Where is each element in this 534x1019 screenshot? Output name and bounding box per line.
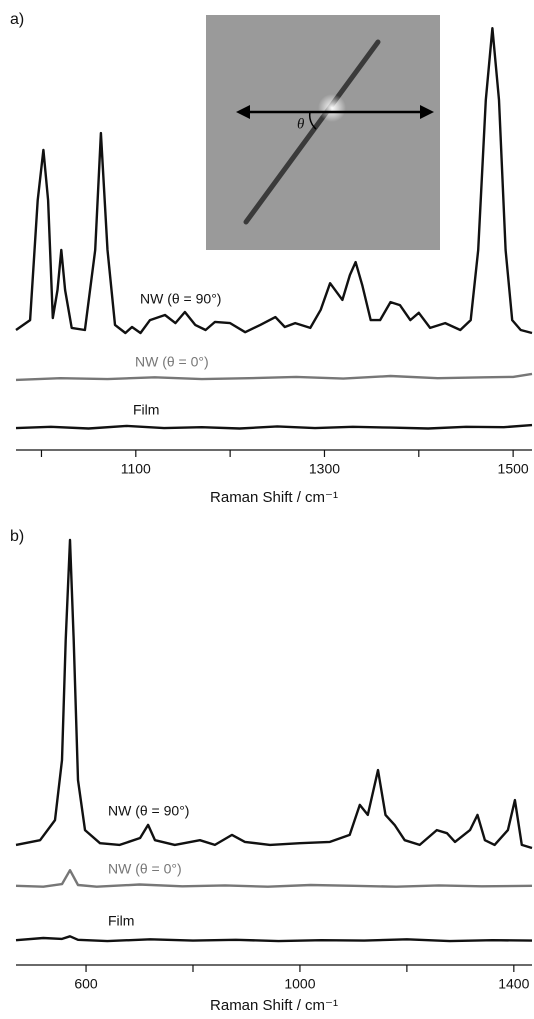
x-tick-label: 1400 (498, 976, 529, 992)
x-axis-label: Raman Shift / cm⁻¹ (210, 997, 338, 1014)
panel-label: b) (10, 528, 24, 545)
series-label: NW (θ = 0°) (135, 354, 209, 370)
x-tick-label: 1500 (498, 461, 529, 477)
series-label: NW (θ = 90°) (108, 803, 189, 819)
x-tick-label: 1300 (309, 461, 340, 477)
series-label: NW (θ = 90°) (140, 291, 221, 307)
series-label: Film (108, 913, 134, 929)
x-axis-label: Raman Shift / cm⁻¹ (210, 489, 338, 506)
x-tick-label: 1000 (284, 976, 315, 992)
spectrum-line (15, 423, 533, 430)
inset-background (206, 15, 440, 250)
spectrum-line (15, 869, 533, 888)
x-tick-label: 600 (74, 976, 98, 992)
laser-spot (318, 94, 346, 122)
panel-label: a) (10, 11, 24, 28)
angle-label: θ (297, 116, 305, 132)
angle-arc (308, 111, 317, 130)
spectrum-line (15, 27, 533, 335)
nanowire (243, 39, 381, 225)
spectrum-line (15, 372, 533, 382)
inset-image: θ (206, 15, 440, 250)
spectrum-line (15, 538, 533, 850)
series-label: Film (133, 402, 159, 418)
spectrum-line (15, 935, 533, 943)
x-tick-label: 1100 (121, 461, 151, 477)
series-label: NW (θ = 0°) (108, 861, 182, 877)
